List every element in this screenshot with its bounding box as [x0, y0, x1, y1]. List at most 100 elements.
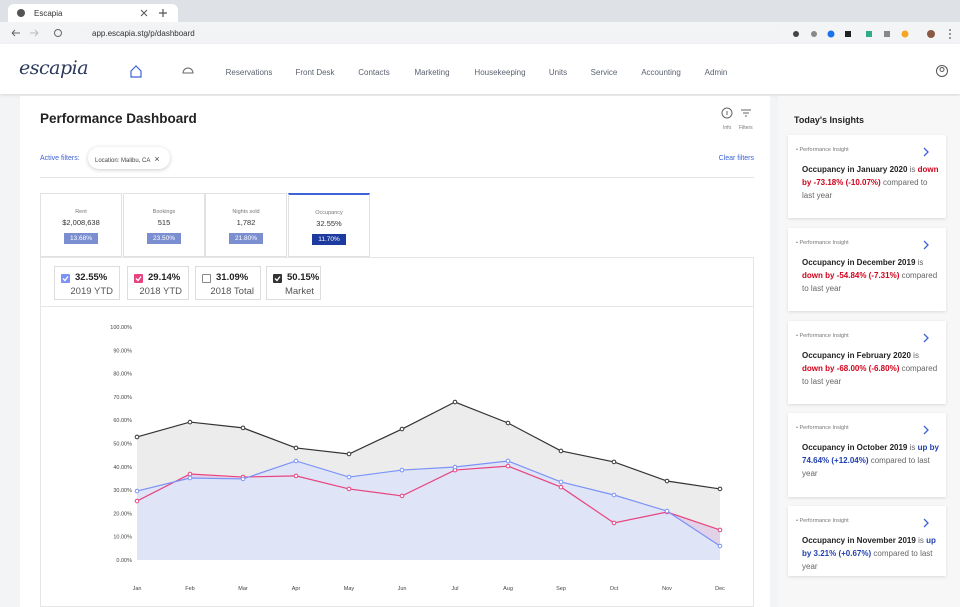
insight-label: Performance Insight	[799, 147, 849, 153]
insight-label-row: • Performance Insight	[796, 240, 849, 246]
insights-title: Today's Insights	[794, 115, 864, 125]
insight-label: Performance Insight	[799, 333, 849, 339]
clear-filters[interactable]: Clear filters	[718, 155, 754, 162]
legend-name: 2018 Total	[210, 286, 254, 297]
insight-card[interactable]: • Performance Insight Occupancy in Februa…	[788, 321, 946, 404]
insight-label: Performance Insight	[799, 518, 849, 524]
kpi-tab[interactable]: Occupancy 32.55% 11.70%	[288, 193, 370, 257]
insight-text: Occupancy in November 2019 is up by 3.21…	[802, 534, 942, 573]
insight-card[interactable]: • Performance Insight Occupancy in Octobe…	[788, 413, 946, 497]
point	[399, 493, 405, 499]
point	[240, 425, 246, 431]
insight-label-row: • Performance Insight	[796, 333, 849, 339]
line-chart: 0.00% 10.00% 20.00% 30.00% 40.00% 50.00% 60.00…	[110, 325, 725, 592]
legend-item[interactable]: 50.15% Market	[266, 266, 321, 300]
legend-summary: 50.15%	[287, 272, 320, 283]
insight-card[interactable]: • Performance Insight Occupancy in Decemb…	[788, 228, 946, 311]
x-tick-label: Jan	[133, 586, 142, 592]
browser-tab[interactable]: Escapia	[8, 4, 178, 22]
legend-checkbox[interactable]	[134, 274, 143, 283]
legend-item[interactable]: 32.55% 2019 YTD	[54, 266, 120, 300]
point	[293, 445, 299, 451]
kpi-change: 21.80%	[228, 233, 264, 244]
point	[611, 459, 617, 465]
point	[717, 527, 723, 533]
kpi-value: 1,782	[236, 218, 256, 227]
insight-tail: compared to last year	[802, 178, 928, 200]
insight-text: Occupancy in February 2020 is down by -6…	[802, 349, 942, 388]
nav-icons	[130, 65, 948, 78]
chevron[interactable]	[922, 518, 930, 528]
y-tick-label: 60.00%	[113, 418, 132, 424]
insight-verb: is	[909, 443, 916, 452]
legend-checkbox[interactable]	[273, 274, 282, 283]
point	[134, 434, 140, 440]
info-button[interactable]: Info	[723, 125, 732, 131]
tab-title: Escapia	[34, 9, 63, 18]
chevron[interactable]	[922, 333, 930, 343]
divider	[40, 306, 754, 307]
page-title: Performance Dashboard	[40, 111, 197, 126]
insight-tail: compared to last year	[802, 364, 938, 386]
y-tick-label: 70.00%	[113, 395, 132, 401]
kpi-tab[interactable]: Bookings 515 23.50%	[123, 193, 205, 257]
logo[interactable]: escapia	[19, 57, 89, 79]
kpi-tab[interactable]: Rent $2,008,638 13.68%	[40, 193, 122, 257]
legend-name: 2018 YTD	[139, 286, 182, 297]
insight-card[interactable]: • Performance Insight Occupancy in Januar…	[788, 135, 946, 218]
filter-chip[interactable]: Location: Malibu, CA ×	[88, 147, 170, 169]
nav-item[interactable]: Accounting	[641, 68, 681, 77]
kpi-label: Bookings	[152, 209, 176, 215]
legend-checkbox[interactable]	[61, 274, 70, 283]
insight-text: Occupancy in January 2020 is down by -73…	[802, 163, 942, 202]
filters-button[interactable]: Filters	[739, 125, 753, 131]
nav-item[interactable]: Contacts	[358, 68, 390, 77]
point	[558, 484, 564, 490]
y-tick-label: 30.00%	[113, 488, 132, 494]
legend-item[interactable]: 29.14% 2018 YTD	[127, 266, 189, 300]
kpi-change: 23.50%	[146, 233, 182, 244]
y-tick-label: 10.00%	[113, 535, 132, 541]
x-tick-label: Aug	[503, 586, 513, 592]
address-bar[interactable]: app.escapia.stg/p/dashboard	[80, 25, 780, 41]
y-tick-label: 50.00%	[113, 442, 132, 448]
insight-tail: compared to last year	[802, 456, 930, 478]
chip-text: Location: Malibu, CA	[95, 158, 151, 164]
point	[505, 420, 511, 426]
line	[136, 465, 721, 531]
nav-item[interactable]: Front Desk	[295, 68, 335, 77]
chevron[interactable]	[922, 147, 930, 157]
insight-subject: Occupancy in October 2019	[802, 443, 908, 452]
nav-item[interactable]: Admin	[704, 68, 728, 77]
y-tick-label: 20.00%	[113, 511, 132, 517]
y-tick-label: 0.00%	[116, 558, 132, 564]
y-tick-label: 40.00%	[113, 465, 132, 471]
nav-item[interactable]: Service	[590, 68, 618, 77]
chevron[interactable]	[922, 240, 930, 250]
x-tick-label: Oct	[610, 586, 619, 592]
point	[664, 508, 670, 514]
insight-text: Occupancy in December 2019 is down by -5…	[802, 256, 942, 295]
insight-subject: Occupancy in January 2020	[802, 165, 908, 174]
insight-label: Performance Insight	[799, 425, 849, 431]
nav-item[interactable]: Units	[548, 68, 568, 77]
legend-summary: 32.55%	[75, 272, 108, 283]
point	[664, 478, 670, 484]
legend-item[interactable]: 31.09% 2018 Total	[195, 266, 261, 300]
legend-checkbox[interactable]	[202, 274, 211, 283]
point	[505, 458, 511, 464]
nav-item[interactable]: Marketing	[414, 68, 450, 77]
insight-change: down by -68.00% (-6.80%)	[802, 364, 900, 373]
kpi-label: Nights sold	[232, 209, 260, 215]
browser-tabs	[0, 0, 960, 22]
point	[134, 498, 140, 504]
point	[346, 451, 352, 457]
insight-change: down by -54.84% (-7.31%)	[802, 271, 900, 280]
kpi-value: $2,008,638	[62, 218, 100, 227]
insight-card[interactable]: • Performance Insight Occupancy in Novemb…	[788, 506, 946, 576]
nav-item[interactable]: Housekeeping	[474, 68, 526, 77]
chevron[interactable]	[922, 425, 930, 435]
insight-text: Occupancy in October 2019 is up by 74.64…	[802, 441, 942, 480]
kpi-tab[interactable]: Nights sold 1,782 21.80%	[205, 193, 287, 257]
nav-item[interactable]: Reservations	[225, 68, 273, 77]
